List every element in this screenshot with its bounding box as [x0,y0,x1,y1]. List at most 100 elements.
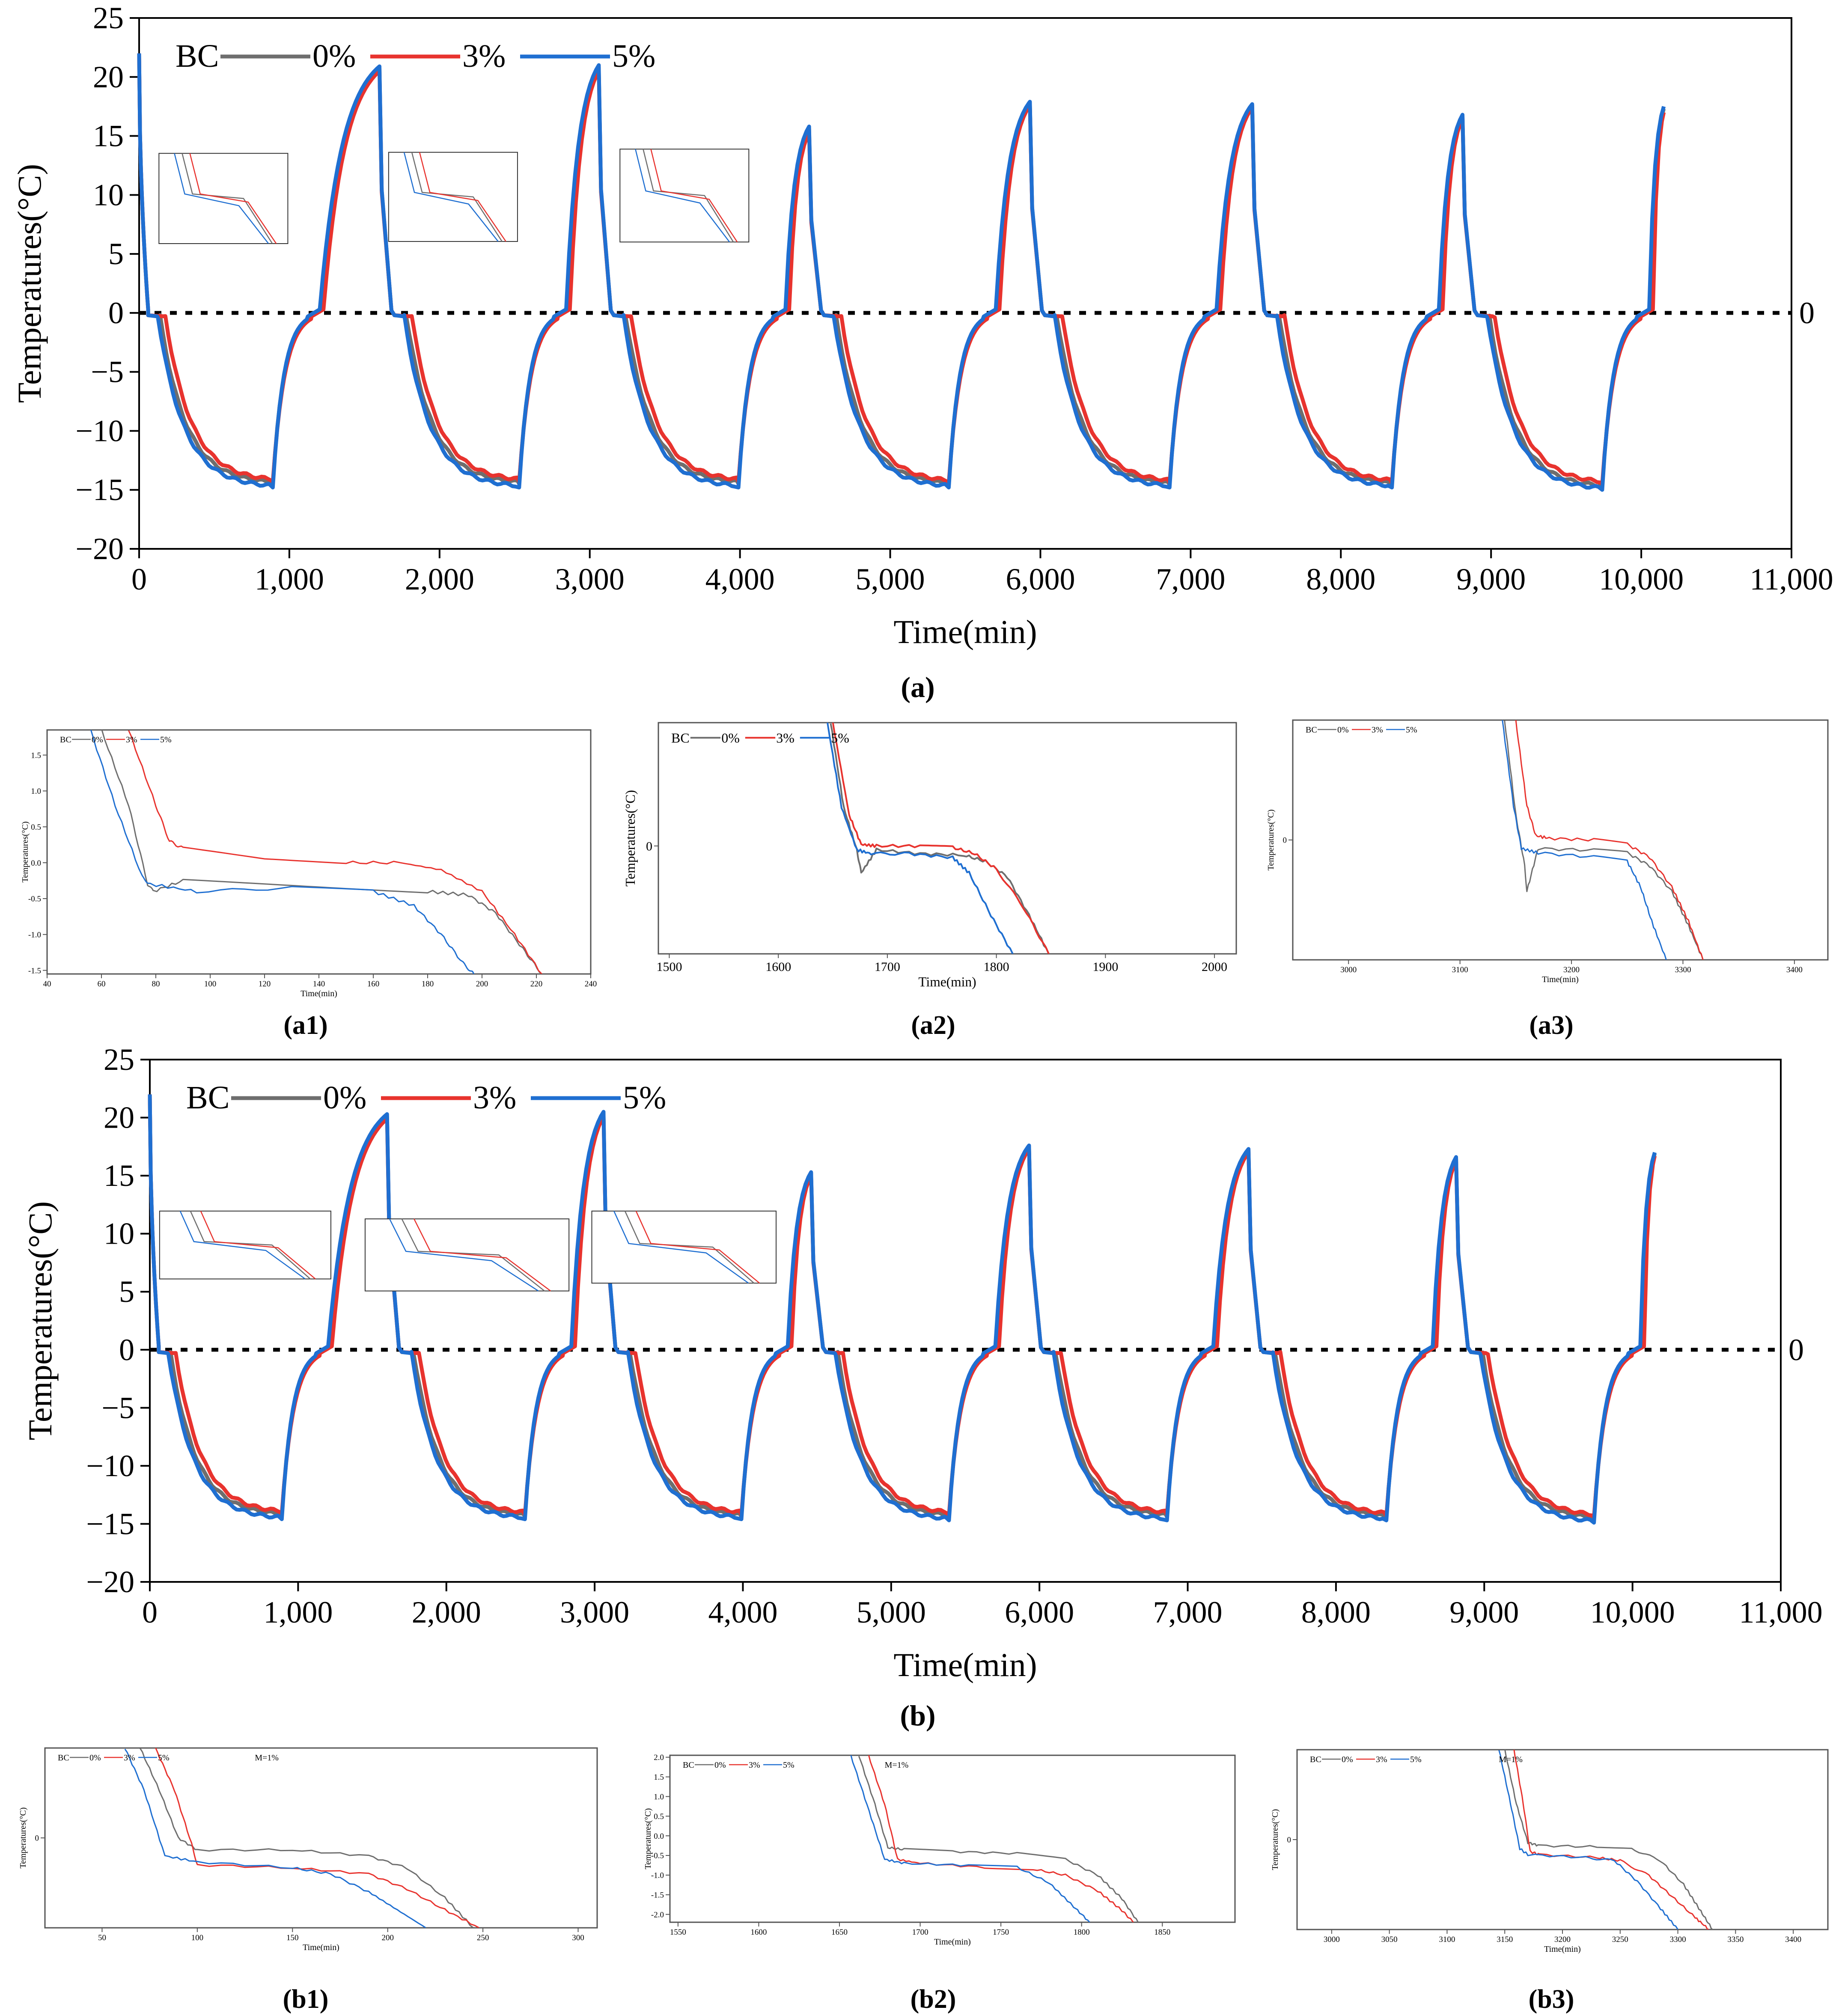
x-tick-label: 1900 [1092,960,1118,974]
legend-title: BC [683,1760,694,1770]
x-tick-label: 5,000 [857,1595,926,1629]
x-tick-label: 1800 [1074,1928,1090,1937]
caption-a: (a) [901,671,934,703]
series-line-3% [148,1094,1657,1519]
y-axis-label: Temperatures(°C) [1266,810,1276,871]
series-group [124,1748,479,1928]
plot-frame [658,722,1237,955]
y-tick-label: −15 [75,473,124,507]
annotation-moisture: M=1% [885,1760,909,1770]
y-tick-label: -1.0 [28,930,41,939]
x-tick-label: 1500 [656,960,682,974]
legend-label-0%: 0% [89,1753,101,1763]
legend-title: BC [60,735,71,744]
y-tick-label: 0 [1283,836,1287,845]
series-line-3% [137,53,1666,486]
annotation-moisture: M=1% [255,1753,279,1763]
series-line-3% [1515,720,1704,960]
y-tick-label: 0.5 [31,823,41,832]
x-tick-label: 6,000 [1005,1595,1074,1629]
y-tick-label: −5 [91,355,124,389]
inset-thumbnail [159,1210,331,1280]
x-tick-label: 0 [131,562,147,596]
x-tick-label: 180 [422,980,434,989]
y-tick-label: −10 [75,414,124,448]
caption-b: (b) [900,1699,935,1732]
caption-b2: (b2) [911,1985,956,2014]
x-tick-label: 0 [142,1595,158,1629]
y-tick-label: −15 [86,1507,134,1541]
x-tick-label: 1800 [984,960,1009,974]
inset-line [189,153,277,244]
x-tick-label: 4,000 [708,1595,777,1629]
legend-label-3%: 3% [462,38,506,74]
legend-label-3%: 3% [126,735,137,744]
annotation-moisture: M=1% [1499,1755,1523,1764]
legend-label-5%: 5% [612,38,655,74]
legend-label-5%: 5% [1406,725,1417,735]
legend-label-3%: 3% [749,1760,760,1770]
y-tick-label: 25 [104,1042,134,1077]
chart-a1: 40 60 80 100 120 140 160 180 200 220 240 -1.5 -1.0 -0… [21,729,597,998]
x-tick-label: 7,000 [1156,562,1225,596]
inset-line [174,153,269,244]
x-tick-label: 220 [530,980,543,989]
y-tick-label: 25 [93,1,124,35]
x-tick-label: 10,000 [1599,562,1684,596]
x-tick-label: 3200 [1563,965,1580,974]
inset-line [179,1211,306,1280]
chart-b2: 1550 1600 1650 1700 1750 1800 1850 -2.0 -1.5 -1.0… [643,1753,1236,1947]
x-tick-label: 140 [313,980,325,989]
series-line-5% [137,53,1666,492]
x-axis-label: Time(min) [893,1646,1037,1683]
y-tick-label: 0 [646,840,652,854]
x-tick-label: 8,000 [1301,1595,1371,1629]
series-line-0% [830,723,1050,954]
inset-line [190,1211,311,1280]
x-tick-label: 3350 [1727,1935,1744,1944]
y-tick-label: 1.0 [31,787,41,796]
legend-label-5%: 5% [623,1080,666,1116]
x-tick-label: 3300 [1670,1935,1686,1944]
zero-reference-label: 0 [1788,1333,1804,1367]
inset-line [419,152,506,242]
y-axis-label: Temperatures(°C) [11,164,48,403]
x-tick-label: 3000 [1340,965,1357,974]
x-tick-label: 8,000 [1306,562,1375,596]
legend-title: BC [671,730,690,745]
x-tick-label: 3250 [1612,1935,1628,1944]
series-line-5% [90,730,475,974]
y-axis-label: Temperatures(°C) [1271,1809,1280,1870]
x-tick-label: 5,000 [856,562,925,596]
x-tick-label: 3300 [1675,965,1691,974]
y-tick-label: -2.0 [651,1910,664,1919]
legend-label-5%: 5% [831,730,849,745]
x-tick-label: 3,000 [555,562,625,596]
y-tick-label: 10 [104,1217,134,1251]
x-tick-label: 200 [381,1933,394,1942]
legend-label-0%: 0% [1337,725,1349,735]
legend-label-5%: 5% [783,1760,795,1770]
y-tick-label: −5 [101,1391,134,1425]
x-tick-label: 1700 [912,1928,928,1937]
plot-frame [149,1059,1782,1583]
x-tick-label: 3000 [1324,1935,1340,1944]
caption-b3: (b3) [1529,1985,1574,2014]
y-tick-label: -0.5 [28,895,41,904]
series-line-3% [1513,1750,1709,1930]
x-tick-label: 150 [286,1933,299,1942]
plot-frame [669,1754,1236,1923]
legend-label-0%: 0% [721,730,740,745]
series-line-5% [124,1748,426,1928]
legend-label-0%: 0% [92,735,103,744]
x-tick-label: 250 [477,1933,489,1942]
x-tick-label: 1700 [875,960,900,974]
x-tick-label: 1600 [750,1928,767,1937]
x-tick-label: 3400 [1786,965,1803,974]
x-tick-label: 11,000 [1739,1595,1822,1629]
y-tick-label: 5 [108,237,124,271]
chart-a: 0 1,000 2,000 3,000 4,000 5,000 6,000 7,000 8,00… [11,1,1833,650]
inset-thumbnail [388,152,518,242]
legend-label-3%: 3% [776,730,795,745]
